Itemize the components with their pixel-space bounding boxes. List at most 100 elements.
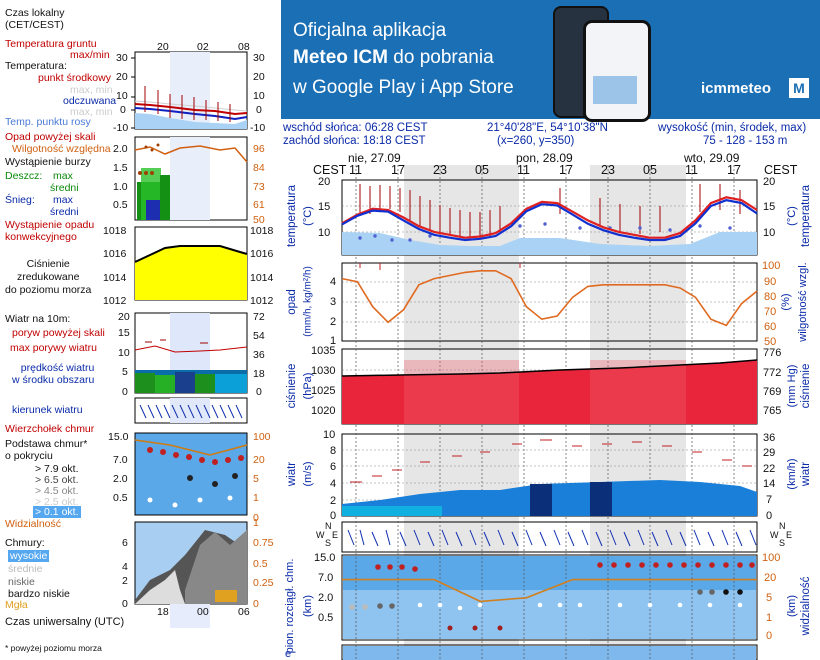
sunrise-text: wschód słońca: 06:28 CEST: [283, 122, 428, 134]
tz-label-right: CEST: [764, 163, 798, 177]
precip-above-label: Opad powyżej skali: [5, 131, 96, 143]
maxmin-gray-label-2: max, min: [70, 106, 113, 118]
winddir-panel: [341, 521, 758, 553]
cloud-axis-title: pion. rozciągł. chm.: [284, 558, 296, 654]
vis-tick-100-main: 100: [762, 552, 781, 564]
cloud-base-label: Podstawa chmur* o pokryciu: [5, 438, 88, 462]
temp-max-line: [341, 196, 758, 239]
compass-w-r: W: [770, 530, 779, 540]
wind-tick-l-0: 0: [122, 386, 128, 398]
wind-dir-label: kierunek wiatru: [12, 404, 83, 416]
temp-axis-title-r: temperatura: [800, 185, 812, 248]
hum-tick-90: 90: [764, 276, 777, 288]
hour-11a: 11: [349, 163, 362, 177]
vis-tick-100: 100: [253, 431, 271, 443]
left-cut-letter: e: [285, 648, 292, 660]
okt-01-label: > 0.1 okt.: [33, 506, 81, 518]
press-axis-title-r: ciśnienie: [800, 363, 812, 409]
midpoint-label: punkt środkowy: [38, 72, 111, 84]
pressure-label: Ciśnienie zredukowane do poziomu morza: [5, 258, 92, 296]
hum-tick-70: 70: [764, 306, 777, 318]
vis-axis-title: widzialność: [800, 576, 812, 636]
utc-label: Czas uniwersalny (UTC): [5, 616, 125, 628]
local-tick-20: 20: [157, 41, 169, 53]
local-time-label: Czas lokalny (CET/CEST): [5, 7, 65, 31]
press-axis-unit-r: (mm Hg): [786, 364, 798, 408]
cloud-panel: [341, 554, 758, 641]
wind-tick-r14: 14: [763, 478, 776, 490]
rain-max-label: max: [53, 170, 73, 182]
clouds-verylow-label: bardzo niskie: [8, 588, 70, 600]
cloud-tick-150: 15.0: [108, 431, 129, 443]
vis-tick-20: 20: [253, 454, 265, 466]
maxmin-gray-label: max, min: [70, 84, 113, 96]
wind-tick-r22: 22: [763, 463, 776, 475]
mean-wind-label: prędkość wiatru w środku obszaru: [12, 362, 95, 386]
press-axis-title: ciśnienie: [286, 363, 298, 409]
press-tick-1025: 1025: [311, 385, 336, 397]
compass-n-r: N: [779, 521, 786, 531]
wind-tick-r-0: 0: [256, 386, 262, 398]
phone-mockup-chart: [593, 76, 637, 104]
temp-axis-unit: (°C): [302, 206, 314, 226]
hum-tick-50: 50: [764, 336, 777, 348]
hour-17b: 17: [559, 163, 573, 177]
okt-45-label: > 4.5 okt.: [35, 485, 79, 497]
precip-tick-3: 3: [330, 296, 337, 308]
phone-mockup-front: [583, 20, 651, 122]
cl-tick-r-0: 0: [253, 598, 259, 610]
wind-tick-r29: 29: [763, 447, 776, 459]
wind-axis-unit: (m/s): [302, 461, 314, 487]
app-banner[interactable]: Oficjalna aplikacja Meteo ICM do pobrani…: [281, 0, 820, 122]
height-values: 75 - 128 - 153 m: [703, 135, 788, 147]
max-gust-label: max porywy wiatru: [10, 342, 97, 354]
precip-tick-15: 1.5: [113, 162, 128, 174]
cl-tick-4: 4: [122, 561, 128, 573]
precip-tick-20: 2.0: [113, 143, 128, 155]
banner-logo: icmmeteo: [701, 80, 772, 97]
pr-tick-r-1014: 1014: [250, 272, 274, 284]
cl-tick-0: 0: [122, 598, 128, 610]
utc-tick-00: 00: [197, 606, 209, 618]
soil-maxmin-label: max/min: [70, 49, 110, 61]
fog-label: Mgła: [5, 599, 28, 611]
local-tick-02: 02: [197, 41, 209, 53]
wind-tick-r-54: 54: [253, 330, 265, 342]
cl-tick-r-025: 0.25: [253, 577, 274, 589]
wind-tick-r-18: 18: [253, 368, 265, 380]
feels-label: odczuwana: [63, 95, 117, 107]
wind10m-label: Wiatr na 10m:: [5, 313, 71, 325]
temp-tick-r-30: 30: [253, 52, 265, 64]
precip-tick-1: 1: [330, 335, 337, 347]
hour-23b: 23: [601, 163, 615, 177]
compass-s-r: S: [779, 538, 786, 548]
wind-tick-8: 8: [330, 445, 337, 457]
wind-tick-r36: 36: [763, 432, 776, 444]
wind-tick-l-5: 5: [122, 366, 128, 378]
clouds-low-label: niskie: [8, 576, 35, 588]
temp-tick-r-m10: -10: [250, 122, 266, 134]
clouds-label: Chmury:: [5, 537, 45, 549]
temp-tick-r15: 15: [763, 201, 776, 213]
wind-tick-r0: 0: [766, 510, 773, 522]
compass-w: W: [316, 530, 325, 540]
pr-tick-r-1016: 1016: [250, 248, 274, 260]
hum-tick-80: 80: [764, 291, 777, 303]
precip-axis-unit: (mm/h, kg/m²/h): [302, 266, 314, 337]
vis-tick-1: 1: [253, 492, 259, 504]
cloud-axis-unit: (km): [302, 595, 314, 617]
vis-axis-unit: (km): [786, 595, 798, 617]
precip-tick-05: 0.5: [113, 199, 128, 211]
temp-tick-r-0: 0: [256, 104, 262, 116]
hum-tick-73: 73: [253, 181, 265, 193]
hum-tick-96: 96: [253, 143, 265, 155]
vis-tick-5: 5: [253, 473, 259, 485]
rain-mean-label: średni: [50, 182, 79, 194]
temp-axis-title: temperatura: [286, 185, 298, 248]
pr-tick-r-1018: 1018: [250, 225, 274, 237]
banner-line3: w Google Play i App Store: [293, 77, 514, 98]
cl-tick-r-1: 1: [253, 517, 259, 529]
temp-axis-unit-r: (°C): [786, 206, 798, 226]
visibility-line: [342, 578, 757, 603]
